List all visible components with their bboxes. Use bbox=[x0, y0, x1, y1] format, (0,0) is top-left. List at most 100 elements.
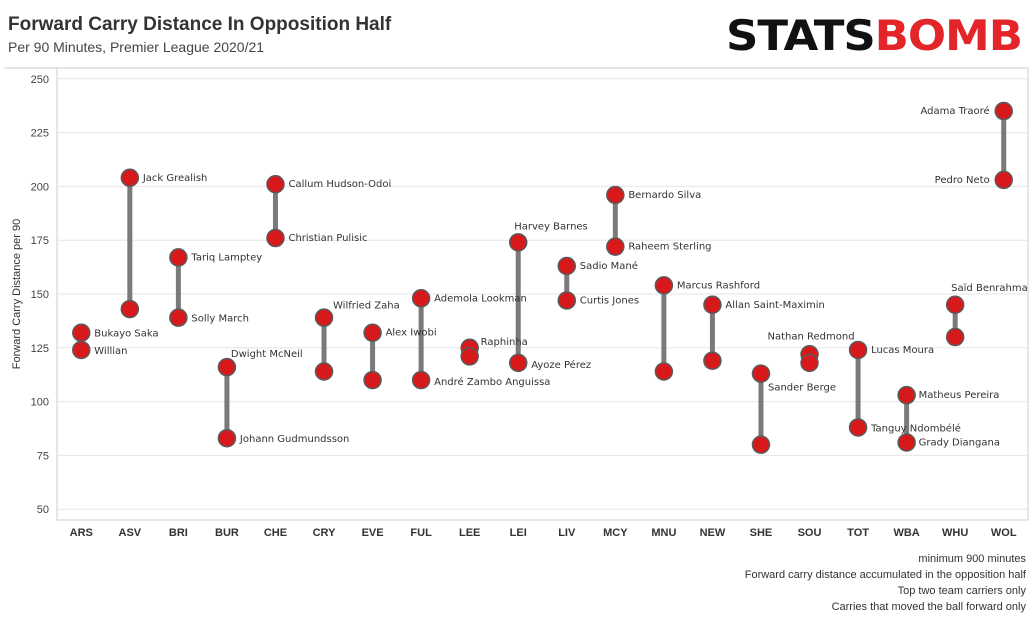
player-point bbox=[654, 276, 674, 295]
player-label: Curtis Jones bbox=[580, 295, 639, 306]
y-tick-label: 200 bbox=[31, 181, 49, 193]
player-label: Nathan Redmond bbox=[768, 331, 855, 342]
x-tick-label: LEE bbox=[459, 527, 480, 539]
player-point bbox=[945, 327, 965, 347]
player-point bbox=[363, 323, 382, 342]
x-tick-label: CHE bbox=[264, 527, 287, 539]
y-tick-label: 225 bbox=[31, 128, 49, 140]
x-tick-label: CRY bbox=[313, 527, 336, 539]
player-point bbox=[897, 385, 916, 405]
player-label: Bukayo Saka bbox=[94, 329, 158, 340]
player-point bbox=[411, 370, 431, 390]
player-point bbox=[557, 256, 577, 276]
player-label: Johann Gudmundsson bbox=[239, 434, 349, 445]
player-label: Grady Diangana bbox=[919, 438, 1000, 449]
player-label: Harvey Barnes bbox=[514, 221, 588, 232]
x-tick-label: BUR bbox=[215, 527, 239, 539]
player-labels-layer: Bukayo Saka Willian Jack Grealish Tariq Lam… bbox=[94, 105, 1027, 448]
logo-part-o: O bbox=[908, 11, 945, 56]
player-point bbox=[411, 289, 431, 308]
player-point bbox=[557, 291, 577, 310]
player-label: Adama Traoré bbox=[920, 105, 989, 117]
y-axis-label: Forward Carry Distance per 90 bbox=[11, 219, 23, 369]
x-tick-label: LIV bbox=[558, 527, 576, 539]
y-tick-label: 125 bbox=[31, 343, 49, 355]
player-label: Callum Hudson-Odoi bbox=[288, 179, 391, 190]
player-point bbox=[217, 428, 237, 448]
player-point bbox=[120, 168, 140, 188]
player-point bbox=[314, 308, 334, 327]
player-label: Sadio Mané bbox=[580, 260, 638, 272]
y-tick-label: 50 bbox=[37, 504, 49, 516]
player-point bbox=[897, 433, 916, 452]
player-point bbox=[363, 370, 382, 390]
axis-layer: 50 75 100 125 150 175 200 225 250 ARS ASV BRI BUR CHE… bbox=[31, 74, 1017, 539]
player-point bbox=[751, 435, 771, 454]
x-tick-label: MCY bbox=[603, 527, 628, 539]
player-label: Dwight McNeil bbox=[231, 349, 303, 360]
player-point bbox=[994, 170, 1013, 190]
player-label: Willian bbox=[94, 346, 127, 357]
player-label: Saïd Benrahma bbox=[951, 283, 1028, 294]
logo-part-stats: STATS bbox=[726, 11, 875, 56]
player-point bbox=[751, 364, 771, 383]
x-tick-label: EVE bbox=[362, 527, 384, 539]
player-point bbox=[848, 340, 868, 360]
y-tick-label: 175 bbox=[31, 235, 49, 247]
player-point bbox=[314, 362, 334, 381]
footnote: Forward carry distance accumulated in th… bbox=[744, 569, 1026, 581]
player-label: Wilfried Zaha bbox=[333, 301, 400, 312]
chart-subtitle: Per 90 Minutes, Premier League 2020/21 bbox=[8, 39, 265, 55]
statsbomb-logo: STATS BOMB bbox=[726, 11, 1023, 56]
player-point bbox=[120, 299, 140, 319]
chart-title: Forward Carry Distance In Opposition Hal… bbox=[8, 14, 392, 35]
logo-part-mb: MB bbox=[945, 11, 1022, 56]
player-point bbox=[654, 362, 674, 381]
footnote: Carries that moved the ball forward only bbox=[831, 601, 1026, 613]
player-label: Ayoze Pérez bbox=[531, 359, 591, 371]
footnotes: minimum 900 minutes Forward carry distan… bbox=[745, 551, 1026, 615]
player-label: Lucas Moura bbox=[871, 345, 934, 356]
x-tick-label: BRI bbox=[169, 527, 188, 539]
player-label: André Zambo Anguissa bbox=[434, 376, 550, 388]
player-point bbox=[217, 357, 237, 377]
player-point bbox=[169, 248, 188, 267]
y-tick-label: 250 bbox=[31, 74, 49, 86]
player-point bbox=[266, 174, 285, 194]
player-point bbox=[945, 295, 965, 315]
player-point bbox=[169, 308, 188, 327]
x-tick-label: LEI bbox=[510, 527, 527, 539]
player-point bbox=[703, 295, 722, 315]
player-label: Tariq Lamptey bbox=[190, 252, 262, 263]
player-label: Jack Grealish bbox=[142, 173, 208, 184]
player-point bbox=[508, 353, 528, 373]
player-point bbox=[72, 323, 91, 342]
player-label: Ademola Lookman bbox=[434, 293, 527, 304]
x-tick-label: FUL bbox=[410, 527, 432, 539]
player-point bbox=[994, 101, 1013, 121]
player-point bbox=[72, 340, 91, 360]
x-tick-label: NEW bbox=[700, 527, 726, 539]
x-tick-label: WBA bbox=[893, 527, 919, 539]
player-label: Alex Iwobi bbox=[386, 328, 437, 339]
footnote: Top two team carriers only bbox=[897, 585, 1026, 597]
player-label: Raphinha bbox=[481, 337, 528, 348]
y-tick-label: 100 bbox=[31, 397, 49, 409]
player-label: Tanguy Ndombélé bbox=[870, 422, 961, 434]
player-point bbox=[460, 347, 479, 366]
y-tick-label: 150 bbox=[31, 289, 49, 301]
player-label: Raheem Sterling bbox=[628, 242, 711, 253]
x-tick-label: SOU bbox=[798, 527, 822, 539]
player-label: Christian Pulisic bbox=[288, 233, 367, 244]
x-tick-label: ASV bbox=[119, 527, 142, 539]
x-tick-label: WOL bbox=[991, 527, 1017, 539]
x-tick-label: TOT bbox=[847, 527, 869, 539]
player-point bbox=[606, 237, 625, 256]
x-tick-label: WHU bbox=[942, 527, 968, 539]
x-tick-label: MNU bbox=[651, 527, 676, 539]
player-point bbox=[266, 228, 285, 248]
x-tick-label: SHE bbox=[750, 527, 773, 539]
player-label: Solly March bbox=[191, 314, 249, 325]
